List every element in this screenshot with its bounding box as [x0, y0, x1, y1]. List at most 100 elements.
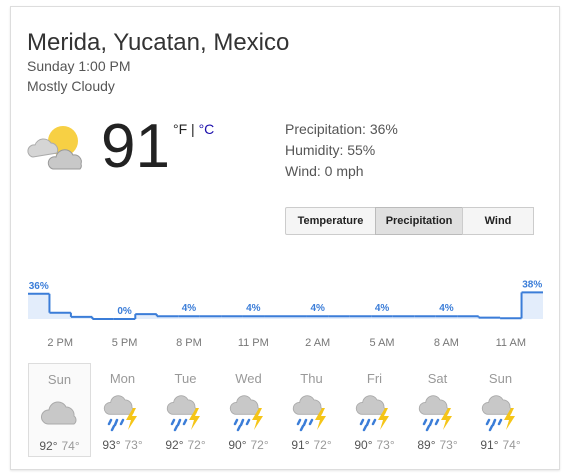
day-temps: 90° 72°	[217, 438, 280, 452]
high: 92°	[165, 438, 184, 452]
precip-area	[414, 316, 436, 319]
day[interactable]: Sun 91° 74°	[469, 363, 532, 457]
day-temps: 93° 73°	[91, 438, 154, 452]
day-temps: 90° 73°	[343, 438, 406, 452]
hour-label: 2 AM	[305, 337, 330, 349]
day-temps: 91° 74°	[469, 438, 532, 452]
high: 90°	[354, 438, 373, 452]
precip-label: 38%	[522, 279, 542, 290]
tab-selected[interactable]: Precipitation	[375, 207, 463, 235]
low: 72°	[313, 438, 332, 452]
day[interactable]: Mon 93° 73°	[91, 363, 154, 457]
low: 74°	[61, 439, 80, 453]
icon	[356, 396, 389, 430]
day-name: Wed	[235, 371, 262, 386]
icon	[293, 396, 326, 430]
precip-area	[349, 316, 372, 319]
day-icon	[166, 392, 206, 432]
day[interactable]: Fri 90° 73°	[343, 363, 406, 457]
precip-area	[199, 316, 222, 319]
low: 74°	[502, 438, 521, 452]
day-icon	[355, 392, 395, 432]
hour-label: 11 AM	[496, 337, 526, 349]
day[interactable]: Wed 90° 72°	[217, 363, 280, 457]
unit-f[interactable]: °F	[173, 121, 188, 137]
low: 72°	[250, 438, 269, 452]
day-temps: 92° 72°	[154, 438, 217, 452]
day-name: Fri	[366, 371, 383, 386]
hour-label: 8 AM	[434, 337, 459, 349]
hour-label: 5 PM	[112, 337, 138, 349]
precip-label: 4%	[375, 303, 390, 314]
icon	[167, 396, 200, 430]
precipitation-detail: Precipitation: 36%	[285, 121, 398, 137]
weather-card: Merida, Yucatan, Mexico Sunday 1:00 PM M…	[10, 6, 560, 470]
unit-separator: |	[191, 121, 195, 137]
precip-area	[242, 316, 265, 319]
day-temps: 89° 73°	[406, 438, 469, 452]
precip-label: 4%	[182, 303, 197, 314]
current-icon	[27, 126, 82, 170]
details: Precipitation: 36% Humidity: 55% Wind: 0…	[285, 119, 398, 182]
units: °F | °C	[173, 121, 214, 137]
day-name: Tue	[174, 371, 197, 386]
day[interactable]: Thu 91° 72°	[280, 363, 343, 457]
hour-label: 5 AM	[370, 337, 395, 349]
location: Merida, Yucatan, Mexico	[27, 29, 290, 56]
low: 73°	[439, 438, 458, 452]
hour-label: 2 PM	[47, 337, 73, 349]
precip-area	[178, 316, 200, 319]
icon	[40, 401, 77, 425]
low: 73°	[124, 438, 143, 452]
high: 92°	[39, 439, 58, 453]
precip-area	[285, 316, 307, 319]
precip-label: 0%	[117, 306, 132, 317]
temperature: 91	[101, 112, 170, 181]
precip-area	[435, 316, 458, 319]
hour-label: 11 PM	[238, 337, 269, 349]
precip-area	[70, 316, 93, 319]
day-temps: 91° 72°	[280, 438, 343, 452]
precip-label: 4%	[310, 303, 325, 314]
low: 72°	[187, 438, 206, 452]
tab[interactable]: Temperature	[285, 207, 376, 235]
hour-label: 8 PM	[176, 337, 202, 349]
unit-c[interactable]: °C	[198, 121, 215, 137]
precip-area	[135, 314, 157, 319]
icon	[104, 396, 137, 430]
day-name: Mon	[109, 371, 136, 386]
day-icon	[229, 392, 269, 432]
precip-area	[328, 316, 350, 319]
day-temps: 92° 74°	[29, 439, 90, 453]
high: 89°	[417, 438, 436, 452]
high: 91°	[480, 438, 499, 452]
wind-detail: Wind: 0 mph	[285, 163, 364, 179]
humidity-detail: Humidity: 55%	[285, 142, 376, 158]
day-icon	[103, 392, 143, 432]
precip-area	[221, 316, 243, 319]
high: 93°	[102, 438, 121, 452]
icon	[482, 396, 515, 430]
day-icon	[418, 392, 458, 432]
day[interactable]: Sun 92° 74°	[28, 363, 91, 457]
icon	[419, 396, 452, 430]
precip-label: 4%	[246, 303, 261, 314]
precip-area	[264, 316, 286, 319]
precip-area	[156, 316, 179, 319]
day[interactable]: Tue 92° 72°	[154, 363, 217, 457]
precip-area	[49, 312, 71, 319]
day-name: Sun	[47, 372, 72, 387]
day-name: Thu	[300, 371, 323, 386]
icon	[230, 396, 263, 430]
time: Sunday 1:00 PM	[27, 58, 131, 74]
condition: Mostly Cloudy	[27, 78, 115, 94]
day-name: Sun	[488, 371, 513, 386]
tab[interactable]: Wind	[462, 207, 534, 235]
day[interactable]: Sat 89° 73°	[406, 363, 469, 457]
day-icon	[481, 392, 521, 432]
day-icon	[40, 401, 77, 425]
precip-area	[521, 292, 543, 319]
precip-label: 36%	[29, 281, 49, 292]
high: 90°	[228, 438, 247, 452]
